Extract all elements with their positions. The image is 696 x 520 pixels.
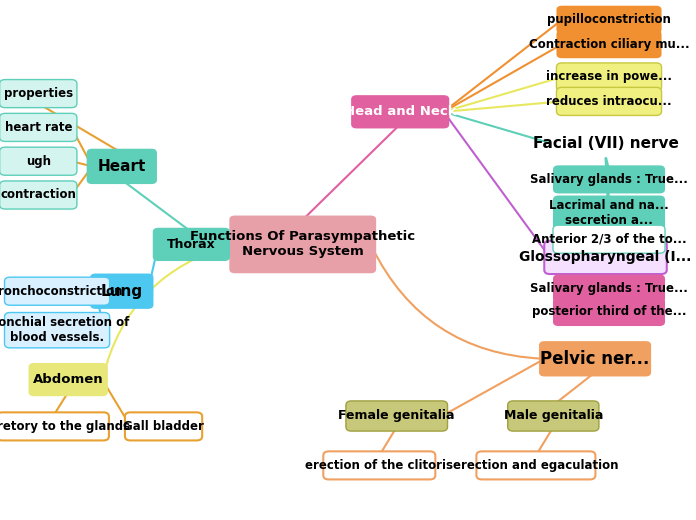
FancyBboxPatch shape [544, 241, 667, 274]
FancyBboxPatch shape [230, 215, 376, 274]
Text: ugh: ugh [26, 155, 51, 167]
Text: Gall bladder: Gall bladder [123, 420, 204, 433]
Text: Female genitalia: Female genitalia [338, 410, 455, 422]
Text: Head and Neck: Head and Neck [344, 105, 457, 118]
Text: bronchial secretion of
blood vessels.: bronchial secretion of blood vessels. [0, 316, 129, 344]
FancyBboxPatch shape [4, 277, 110, 305]
Text: Heart: Heart [97, 159, 146, 174]
FancyBboxPatch shape [125, 412, 202, 440]
Text: posterior third of the...: posterior third of the... [532, 305, 686, 318]
Text: Contraction ciliary mu...: Contraction ciliary mu... [529, 37, 689, 50]
Text: Salivary glands : True...: Salivary glands : True... [530, 173, 688, 186]
FancyBboxPatch shape [0, 181, 77, 209]
Text: heart rate: heart rate [5, 121, 72, 134]
Text: Salivary glands : True...: Salivary glands : True... [530, 282, 688, 295]
FancyBboxPatch shape [0, 80, 77, 108]
Text: Thorax: Thorax [167, 238, 216, 251]
FancyBboxPatch shape [323, 451, 436, 479]
Text: secretory to the glands: secretory to the glands [0, 420, 130, 433]
FancyBboxPatch shape [4, 313, 110, 348]
Text: Pelvic ner...: Pelvic ner... [540, 350, 650, 368]
FancyBboxPatch shape [553, 165, 665, 193]
FancyBboxPatch shape [90, 274, 153, 309]
Text: pupilloconstriction: pupilloconstriction [547, 13, 671, 26]
FancyBboxPatch shape [0, 412, 109, 440]
Text: Lacrimal and na...
secretion a...: Lacrimal and na... secretion a... [549, 199, 669, 227]
FancyBboxPatch shape [553, 196, 665, 231]
Text: Glossopharyngeal (I...: Glossopharyngeal (I... [519, 251, 692, 264]
Text: reduces intraocu...: reduces intraocu... [546, 95, 672, 108]
Text: erection of the clitoris: erection of the clitoris [306, 459, 453, 472]
Text: contraction: contraction [0, 188, 77, 201]
FancyBboxPatch shape [557, 87, 661, 115]
Text: properties: properties [3, 87, 73, 100]
FancyBboxPatch shape [0, 113, 77, 141]
Text: Functions Of Parasympathetic
Nervous System: Functions Of Parasympathetic Nervous Sys… [190, 230, 416, 258]
Text: Male genitalia: Male genitalia [504, 410, 603, 422]
Text: increase in powe...: increase in powe... [546, 70, 672, 83]
FancyBboxPatch shape [557, 30, 661, 58]
Text: erection and egaculation: erection and egaculation [453, 459, 619, 472]
Text: Bronchoconstriction: Bronchoconstriction [0, 285, 124, 297]
FancyBboxPatch shape [508, 401, 599, 431]
FancyBboxPatch shape [557, 63, 661, 91]
FancyBboxPatch shape [86, 149, 157, 184]
FancyBboxPatch shape [346, 401, 448, 431]
FancyBboxPatch shape [539, 341, 651, 376]
FancyBboxPatch shape [29, 363, 108, 396]
FancyBboxPatch shape [553, 225, 665, 253]
FancyBboxPatch shape [557, 6, 661, 34]
FancyBboxPatch shape [553, 298, 665, 326]
FancyBboxPatch shape [553, 275, 665, 303]
Text: Lung: Lung [101, 284, 143, 298]
FancyBboxPatch shape [476, 451, 596, 479]
Text: Abdomen: Abdomen [33, 373, 104, 386]
Text: Anterior 2/3 of the to...: Anterior 2/3 of the to... [532, 233, 686, 246]
FancyBboxPatch shape [153, 228, 230, 261]
FancyBboxPatch shape [351, 95, 450, 128]
FancyBboxPatch shape [0, 147, 77, 175]
Text: Facial (VII) nerve: Facial (VII) nerve [532, 136, 679, 150]
